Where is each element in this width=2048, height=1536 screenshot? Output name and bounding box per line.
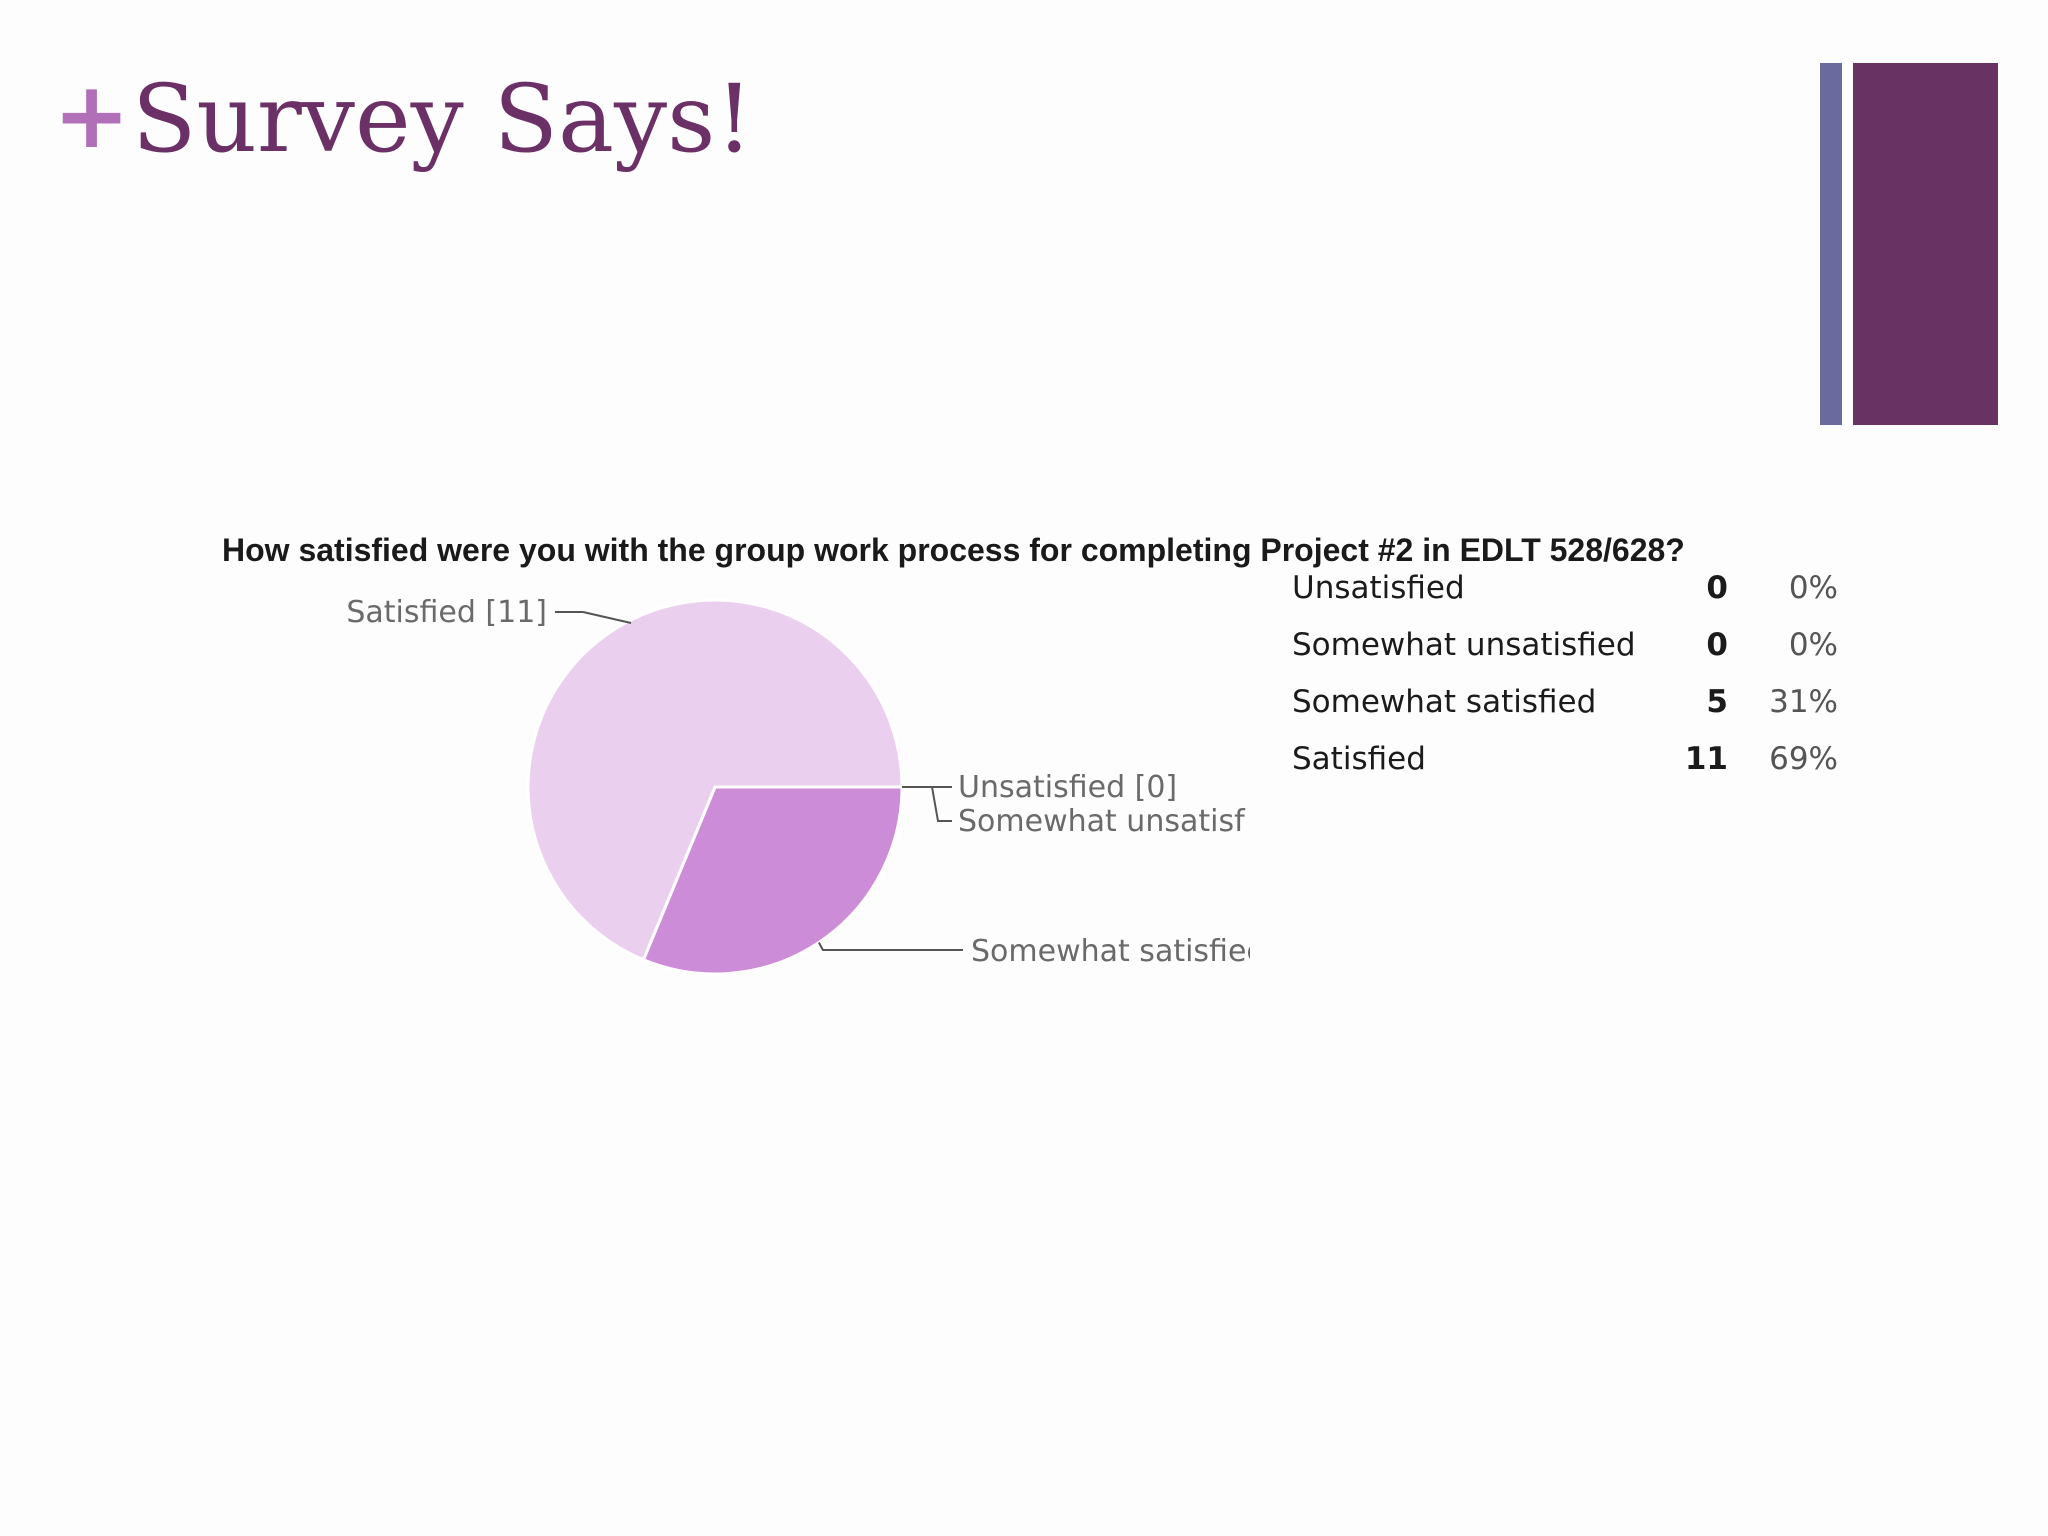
callout-leader-line bbox=[582, 611, 632, 624]
callout-label: Somewhat satisfiec bbox=[971, 934, 1250, 969]
bullet-plus-icon: + bbox=[53, 62, 131, 169]
summary-count: 0 bbox=[1706, 570, 1728, 606]
summary-row: Somewhat unsatisfied 0 0% bbox=[1292, 627, 1846, 684]
summary-table: Unsatisfied 0 0% Somewhat unsatisfied 0 … bbox=[1292, 570, 1846, 798]
summary-count: 11 bbox=[1684, 741, 1728, 777]
callout-label: Satisfied [11] bbox=[346, 595, 547, 630]
callout-leader-line bbox=[818, 942, 963, 951]
summary-percent: 69% bbox=[1769, 741, 1838, 777]
summary-label: Satisfied bbox=[1292, 741, 1426, 777]
callout-label: Somewhat unsatisf bbox=[958, 804, 1246, 839]
decorative-bar-wide bbox=[1853, 63, 1998, 425]
summary-label: Unsatisfied bbox=[1292, 570, 1465, 606]
summary-percent: 31% bbox=[1769, 684, 1838, 720]
decorative-bar-thin bbox=[1820, 63, 1842, 425]
callout-leader-line bbox=[902, 786, 952, 822]
pie-chart: Unsatisfied [0]Somewhat unsatisf Somewhat… bbox=[346, 595, 1250, 976]
pie-slice-somewhat-satisfied bbox=[641, 785, 904, 976]
callout-label: Unsatisfied [0] bbox=[958, 770, 1177, 805]
pie-slice-satisfied bbox=[526, 598, 904, 962]
summary-count: 5 bbox=[1706, 684, 1728, 720]
summary-row: Somewhat satisfied 5 31% bbox=[1292, 684, 1846, 741]
summary-percent: 0% bbox=[1788, 570, 1838, 606]
summary-label: Somewhat unsatisfied bbox=[1292, 627, 1636, 663]
summary-row: Satisfied 11 69% bbox=[1292, 741, 1846, 798]
chart-title: How satisfied were you with the group wo… bbox=[222, 532, 1685, 568]
summary-count: 0 bbox=[1706, 627, 1728, 663]
summary-row: Unsatisfied 0 0% bbox=[1292, 570, 1846, 627]
summary-percent: 0% bbox=[1788, 627, 1838, 663]
summary-label: Somewhat satisfied bbox=[1292, 684, 1597, 720]
slide-title: Survey Says! bbox=[132, 65, 754, 174]
